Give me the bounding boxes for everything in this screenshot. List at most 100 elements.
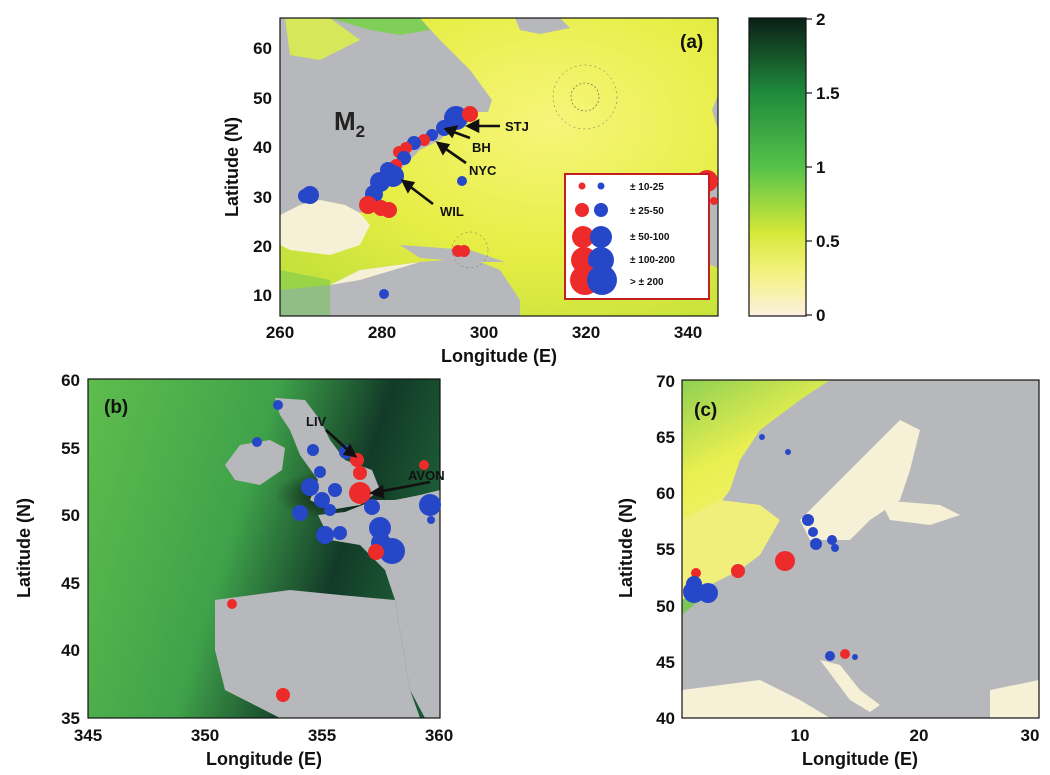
- panel-a-marker: [379, 289, 389, 299]
- panel-c-marker: [691, 568, 701, 578]
- panel-b-marker: [273, 400, 283, 410]
- constituent-label: M2: [334, 106, 365, 141]
- panel-c-marker: [731, 564, 745, 578]
- panel-b-marker: [316, 526, 334, 544]
- panel-b-marker: [333, 526, 347, 540]
- panel-a: STJ BH NYC WIL M2 (a) ± 10-25 ± 25-50 ± …: [222, 17, 719, 366]
- y-tick: 30: [253, 188, 272, 207]
- y-tick: 60: [61, 371, 80, 390]
- panel-c-marker: [840, 649, 850, 659]
- legend-label: ± 50-100: [630, 232, 670, 243]
- panel-a-amphidrome-caribbean: [451, 231, 489, 269]
- panel-b-marker: [379, 538, 405, 564]
- annotation-liv: LIV: [306, 414, 327, 429]
- panel-c-black-sea: [990, 680, 1039, 718]
- panel-a-land-south-america: [280, 258, 520, 316]
- annotation-stj: STJ: [505, 119, 529, 134]
- panel-c-sea-north: [682, 380, 830, 570]
- panel-c-markers: [683, 434, 858, 661]
- x-tick: 280: [368, 323, 396, 342]
- panel-c-xticks: 10 20 30: [791, 726, 1040, 745]
- panel-b-marker: [328, 483, 342, 497]
- y-tick: 45: [656, 653, 675, 672]
- x-tick: 20: [910, 726, 929, 745]
- panel-a-xticks: 260 280 300 320 340: [266, 323, 702, 342]
- panel-c: (c) 70 65 60 55 50 45 40 10 20 30 Longit…: [616, 372, 1040, 769]
- panel-c-marker: [852, 654, 858, 660]
- colorbar-tick: 0: [816, 306, 825, 325]
- x-tick: 300: [470, 323, 498, 342]
- panel-b-marker: [252, 437, 262, 447]
- y-tick: 45: [61, 574, 80, 593]
- panel-c-marker: [775, 551, 795, 571]
- panel-b-frame: [87, 378, 441, 719]
- y-tick: 60: [253, 39, 272, 58]
- panel-b-land-ireland: [225, 440, 285, 485]
- panel-b-xticks: 345 350 355 360: [74, 726, 453, 745]
- panel-b-land-france: [318, 490, 440, 718]
- annotation-bh: BH: [472, 140, 491, 155]
- y-tick: 55: [656, 540, 675, 559]
- y-tick: 20: [253, 237, 272, 256]
- legend-label: ± 10-25: [630, 182, 664, 193]
- legend-label: ± 100-200: [630, 255, 675, 266]
- panel-c-marker: [808, 527, 818, 537]
- panel-c-baltic: [800, 420, 920, 540]
- panel-b-marker: [349, 482, 371, 504]
- legend-marker-blue: [594, 203, 608, 217]
- panel-c-adriatic: [820, 660, 880, 712]
- panel-a-yticks: 60 50 40 30 20 10: [253, 39, 272, 305]
- panel-c-marker: [831, 544, 839, 552]
- panel-b-marker: [292, 505, 308, 521]
- panel-c-marker: [785, 449, 791, 455]
- y-tick: 50: [61, 506, 80, 525]
- panel-c-yticks: 70 65 60 55 50 45 40: [656, 372, 675, 728]
- colorbar-tick: 0.5: [816, 232, 840, 251]
- panel-a-markers: [298, 106, 718, 299]
- panel-b-marker: [276, 688, 290, 702]
- legend-marker-red: [575, 203, 589, 217]
- y-tick: 70: [656, 372, 675, 391]
- y-tick: 50: [253, 89, 272, 108]
- panel-b-marker: [369, 517, 391, 539]
- panel-b-marker: [307, 444, 319, 456]
- panel-a-marker: [710, 197, 718, 205]
- panel-a-green-west: [280, 270, 330, 316]
- panel-a-marker: [359, 196, 377, 214]
- panel-c-ylabel: Latitude (N): [616, 498, 636, 598]
- y-tick: 40: [253, 138, 272, 157]
- panel-c-label: (c): [694, 400, 717, 421]
- panel-b-land-britain: [275, 398, 380, 510]
- panel-a-shelf: [280, 200, 370, 255]
- x-tick: 355: [308, 726, 336, 745]
- amplitude-legend: ± 10-25 ± 25-50 ± 50-100 ± 100-200 > ± 2…: [564, 173, 710, 300]
- panel-a-frame: [279, 17, 719, 317]
- panel-b-ylabel: Latitude (N): [14, 498, 34, 598]
- panel-b-marker: [364, 499, 380, 515]
- colorbar-tick: 1.5: [816, 84, 840, 103]
- annotation-avon: AVON: [408, 468, 445, 483]
- y-tick: 60: [656, 484, 675, 503]
- y-tick: 50: [656, 597, 675, 616]
- panel-c-marker: [827, 535, 837, 545]
- panel-b-marker: [301, 478, 319, 496]
- y-tick: 35: [61, 709, 80, 728]
- y-tick: 55: [61, 439, 80, 458]
- x-tick: 260: [266, 323, 294, 342]
- x-tick: 360: [425, 726, 453, 745]
- panel-b-marker: [427, 516, 435, 524]
- panel-a-amphidrome: [570, 82, 600, 112]
- panel-a-marker: [298, 189, 312, 203]
- panel-b-markers: [227, 400, 441, 702]
- panel-b-marker: [419, 460, 429, 470]
- panel-c-baltic-gulf: [880, 500, 960, 525]
- y-tick: 40: [61, 641, 80, 660]
- panel-a-land-north-america: [280, 18, 492, 215]
- legend-marker-blue: [590, 226, 612, 248]
- panel-b-marker: [368, 544, 384, 560]
- panel-a-arrows: [400, 118, 500, 206]
- panel-a-marker: [458, 245, 470, 257]
- panel-b-marker: [227, 599, 237, 609]
- panel-a-land-europe: [712, 95, 718, 130]
- x-tick: 340: [674, 323, 702, 342]
